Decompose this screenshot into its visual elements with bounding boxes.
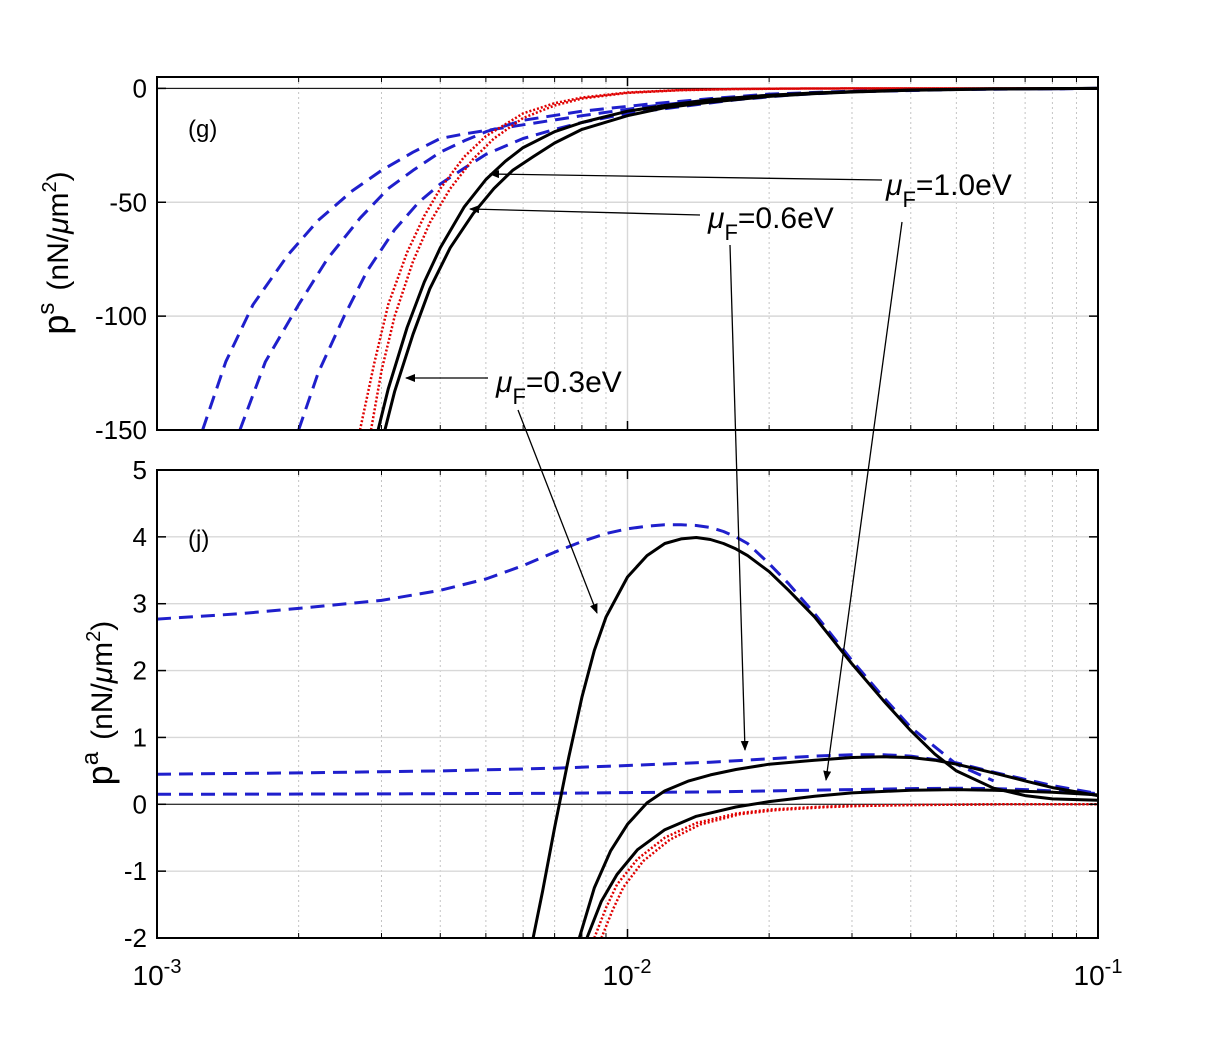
ytick-label: 0 [133, 73, 147, 103]
ytick-label: -150 [95, 415, 147, 445]
ylabel-j-units-open: (nN/ [86, 683, 119, 740]
arrow-1.0-to-j [823, 221, 903, 781]
y-axis-label-j: pa (nN/μm2) [77, 621, 120, 786]
label-mu-1.0-value: =1.0eV [916, 169, 1012, 202]
ytick-label: -2 [124, 923, 147, 953]
annotations: μF=1.0eV μF=0.6eV μF=0.3eV [405, 169, 1012, 781]
ytick-labels-j: 5 4 3 2 1 0 -1 -2 [124, 455, 147, 953]
xtick-label-2-exp: -1 [1105, 956, 1123, 978]
ylabel-j-base: p [79, 765, 120, 785]
label-mu-1.0-sub: F [902, 187, 915, 212]
panel-g: 0-50-100-150 (g) ps(nN/μm2) [33, 73, 1099, 445]
ylabel-g-units-sup: 2 [39, 181, 61, 192]
ylabel-j-units-close: ) [86, 621, 119, 631]
ylabel-g-sup: s [33, 303, 60, 315]
ylabel-g-units-close: ) [42, 171, 75, 181]
xtick-label-2-base: 10 [1074, 960, 1105, 991]
arrow-0.3-to-j [517, 409, 598, 614]
ytick-label: 1 [133, 722, 147, 752]
label-mu-1.0-mu: μ [885, 169, 902, 202]
ytick-label: 3 [133, 589, 147, 619]
label-mu-0.6-sub: F [724, 220, 737, 245]
series-g [201, 86, 1098, 430]
xtick-label-1-exp: -2 [634, 956, 652, 978]
label-mu-1.0: μF=1.0eV [885, 169, 1012, 212]
ylabel-j-units-mid: m [86, 642, 119, 667]
annotation-mu-0.6: μF=0.6eV [469, 202, 834, 751]
series-a-blue-dashed-1.0 [157, 786, 1098, 796]
panel-label-g: (g) [188, 116, 217, 143]
series-s-red-dotted-b [369, 87, 1098, 430]
series-j [157, 523, 1098, 938]
annotation-mu-1.0: μF=1.0eV [489, 169, 1012, 781]
xtick-label-2: 10-1 [1074, 956, 1123, 991]
y-axis-label-g: ps (nN/μm2) [33, 171, 76, 334]
ylabel-g-units-open: (nN/ [42, 233, 75, 290]
series-a-red-dotted-b [600, 803, 1098, 938]
series-a-black-solid-0.6 [577, 755, 1098, 938]
series-a-blue-dashed-0.3 [157, 523, 995, 783]
ylabel-j-units-sup: 2 [83, 631, 105, 642]
ylabel-j-sup: a [77, 751, 104, 765]
panel-label-j: (j) [188, 526, 209, 553]
ticks-g [156, 77, 1098, 431]
label-mu-0.3-sub: F [512, 384, 525, 409]
arrow-1.0-to-g [489, 170, 883, 181]
ytick-label: 0 [133, 789, 147, 819]
ylabel-g-mu: μ [42, 217, 75, 234]
ytick-label: -1 [124, 856, 147, 886]
series-a-black-solid-1.0 [585, 788, 1098, 938]
ytick-label: 5 [133, 455, 147, 485]
xtick-label-0-base: 10 [133, 960, 164, 991]
annotation-mu-0.3: μF=0.3eV [405, 366, 622, 614]
label-mu-0.3: μF=0.3eV [495, 366, 622, 409]
label-mu-0.6: μF=0.6eV [707, 202, 834, 245]
ylabel-g-base: p [35, 315, 76, 335]
ytick-label: -100 [95, 301, 147, 331]
ylabel-j-mu: μ [86, 667, 119, 684]
ytick-labels-g: 0 -50 -100 -150 [95, 73, 147, 445]
xtick-label-0: 10-3 [133, 956, 182, 991]
label-mu-0.6-value: =0.6eV [738, 202, 834, 235]
ticks-j [156, 469, 1098, 939]
xtick-label-0-exp: -3 [164, 956, 182, 978]
series-s-blue-dashed-b [238, 86, 1098, 430]
xtick-label-1: 10-2 [603, 956, 652, 991]
xtick-label-1-base: 10 [603, 960, 634, 991]
ytick-label: -50 [109, 187, 147, 217]
series-s-blue-dashed-c [297, 86, 1098, 430]
label-mu-0.3-mu: μ [495, 366, 512, 399]
ylabel-g-units-mid: m [42, 192, 75, 217]
label-mu-0.3-value: =0.3eV [526, 366, 622, 399]
arrow-0.6-to-j [729, 244, 749, 751]
ytick-label: 2 [133, 656, 147, 686]
label-mu-0.6-mu: μ [707, 202, 724, 235]
xtick-labels-j: 10-3 10-2 10-1 [133, 956, 1123, 991]
series-s-black-solid-b [383, 86, 1098, 430]
ytick-label: 4 [133, 522, 147, 552]
arrow-0.6-to-g [469, 205, 701, 216]
series-s-red-dotted-a [358, 87, 1098, 430]
